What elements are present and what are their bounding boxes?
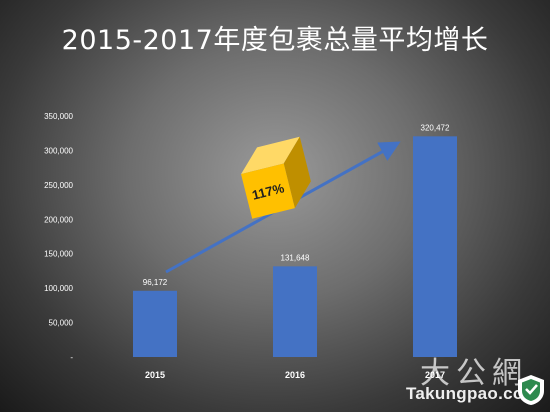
- growth-cube: 117%: [241, 136, 311, 219]
- x-tick-label: 2016: [285, 370, 305, 380]
- x-tick-label: 2017: [425, 370, 445, 380]
- bar-value-label: 96,172: [143, 278, 168, 287]
- bar: [133, 290, 177, 357]
- y-tick-label: 50,000: [49, 319, 74, 328]
- watermark-chinese: 大公網: [420, 356, 528, 391]
- watermark-english: Takungpao.com: [406, 384, 539, 403]
- growth-annotation: 117%: [165, 136, 401, 274]
- bar-value-label: 131,648: [281, 253, 310, 262]
- takungpao-logo-icon: [518, 375, 544, 405]
- bars: 96,172 131,648 320,472: [133, 123, 457, 357]
- y-tick-label: 350,000: [44, 112, 73, 121]
- bar: [413, 136, 457, 357]
- x-axis: 2015 2016 2017: [145, 370, 445, 380]
- y-tick-label: 100,000: [44, 284, 73, 293]
- y-tick-label: -: [70, 353, 73, 362]
- bar: [273, 266, 317, 357]
- y-axis: - 50,000 100,000 150,000 200,000 250,000 300,0…: [44, 112, 73, 362]
- x-tick-label: 2015: [145, 370, 165, 380]
- y-tick-label: 200,000: [44, 215, 73, 224]
- y-tick-label: 150,000: [44, 250, 73, 259]
- chart-title: 2015-2017年度包裹总量平均增长: [61, 25, 489, 56]
- y-tick-label: 250,000: [44, 181, 73, 190]
- bar-value-label: 320,472: [421, 123, 450, 132]
- y-tick-label: 300,000: [44, 146, 73, 155]
